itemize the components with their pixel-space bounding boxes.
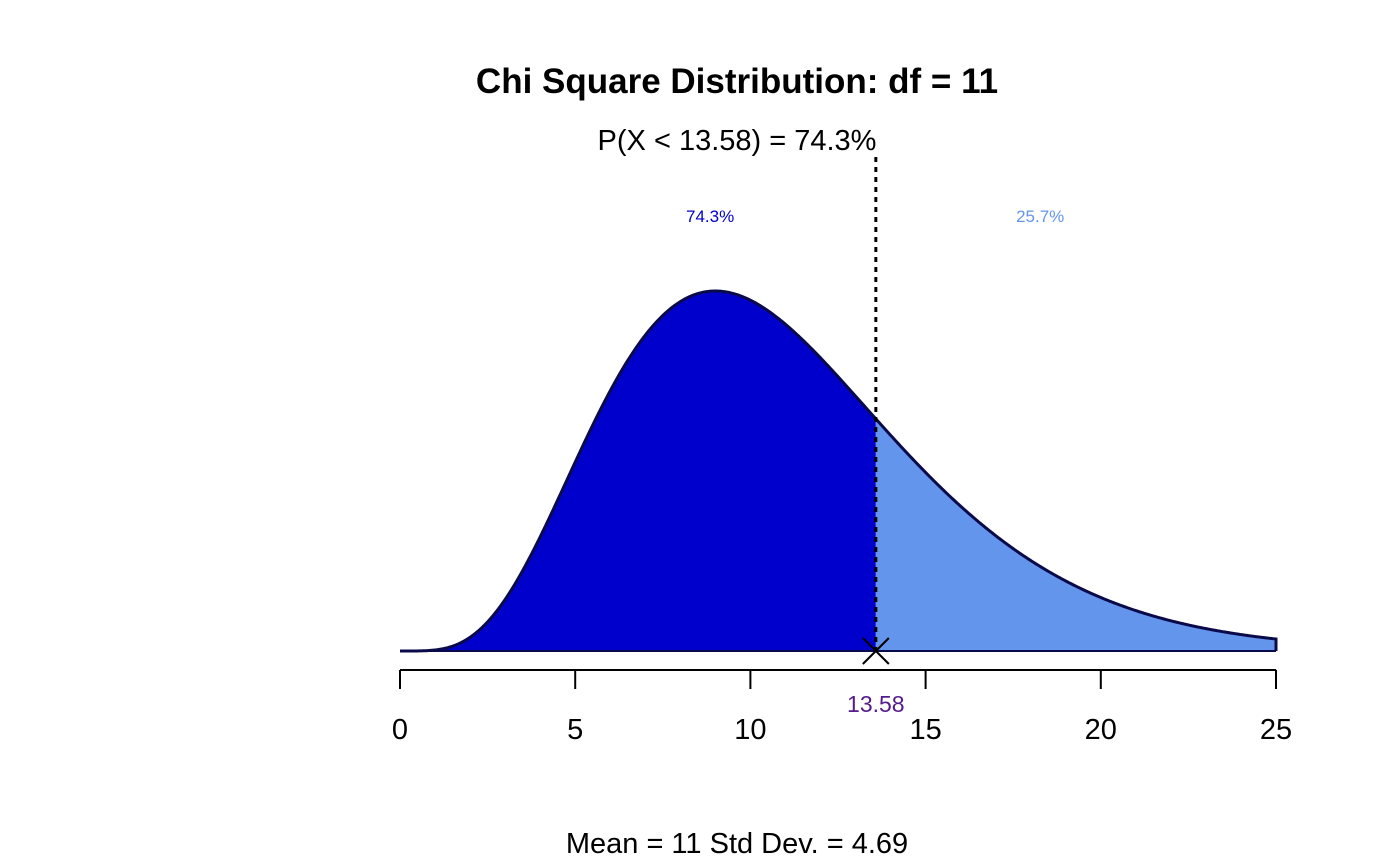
x-axis: 0 5 10 15 20 25 [392,669,1292,746]
upper-tail-area [875,418,1276,651]
chart-footer: Mean = 11 Std Dev. = 4.69 [566,828,908,860]
x-axis-tick-label: 15 [909,714,941,746]
x-axis-tick-label: 20 [1085,714,1117,746]
lower-tail-percent-label: 74.3% [686,207,734,226]
chart-subtitle: P(X < 13.58) = 74.3% [598,125,877,157]
density-curve [400,289,1278,653]
x-axis-tick-label: 5 [567,714,583,746]
cutoff-marker [862,637,890,665]
chart-title: Chi Square Distribution: df = 11 [476,62,998,101]
cutoff-marker-stroke [862,637,890,665]
x-axis-tick-label: 25 [1260,714,1292,746]
lower-tail-area [400,291,876,651]
x-axis-tick-label: 10 [734,714,766,746]
upper-tail-percent-label: 25.7% [1016,207,1064,226]
x-axis-tick-label: 0 [392,714,408,746]
cutoff-value-label: 13.58 [847,691,905,717]
